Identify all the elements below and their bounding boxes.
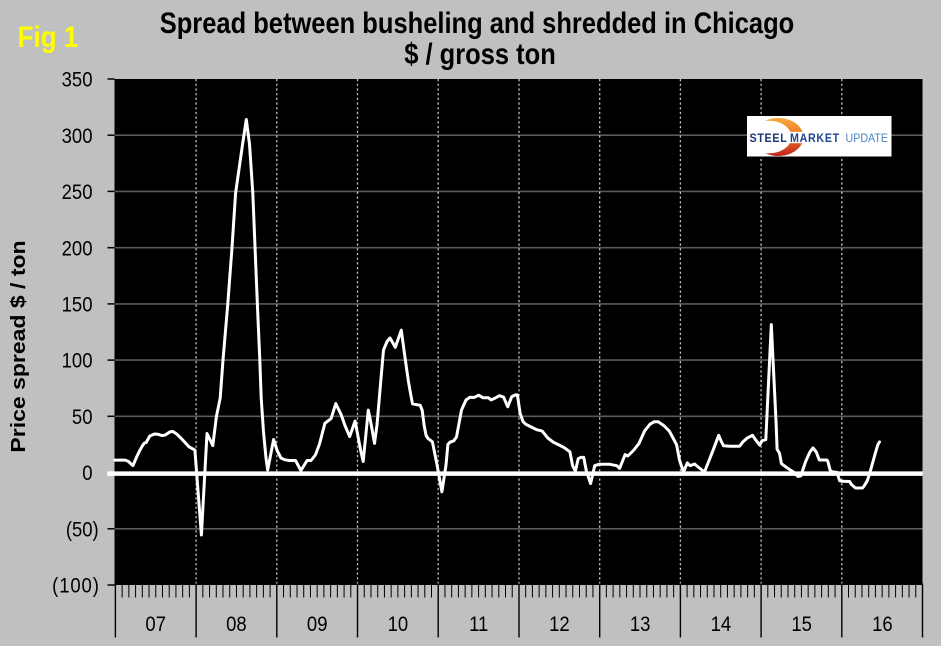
svg-text:50: 50 [72, 406, 93, 429]
svg-text:(50): (50) [66, 518, 99, 541]
svg-text:200: 200 [62, 237, 93, 260]
svg-text:300: 300 [62, 125, 93, 148]
svg-text:MARKET: MARKET [790, 132, 840, 145]
svg-text:250: 250 [62, 181, 93, 204]
svg-text:08: 08 [226, 613, 247, 636]
svg-text:10: 10 [388, 613, 409, 636]
svg-text:14: 14 [711, 613, 732, 636]
svg-text:Fig 1: Fig 1 [18, 20, 79, 53]
svg-text:13: 13 [630, 613, 651, 636]
svg-text:$ / gross ton: $ / gross ton [404, 37, 556, 70]
svg-text:09: 09 [307, 613, 328, 636]
svg-text:350: 350 [62, 68, 93, 91]
svg-text:150: 150 [62, 293, 93, 316]
svg-text:0: 0 [82, 462, 92, 485]
svg-text:07: 07 [145, 613, 166, 636]
svg-text:16: 16 [872, 613, 893, 636]
svg-text:Spread between busheling and s: Spread between busheling and shredded in… [160, 6, 795, 39]
svg-text:STEEL: STEEL [750, 132, 788, 145]
svg-text:100: 100 [62, 350, 93, 373]
svg-text:Price spread $ / ton: Price spread $ / ton [6, 240, 29, 452]
svg-text:12: 12 [549, 613, 570, 636]
svg-text:15: 15 [791, 613, 812, 636]
svg-text:(100): (100) [52, 574, 100, 597]
svg-text:11: 11 [469, 613, 488, 636]
svg-text:UPDATE: UPDATE [846, 132, 889, 145]
